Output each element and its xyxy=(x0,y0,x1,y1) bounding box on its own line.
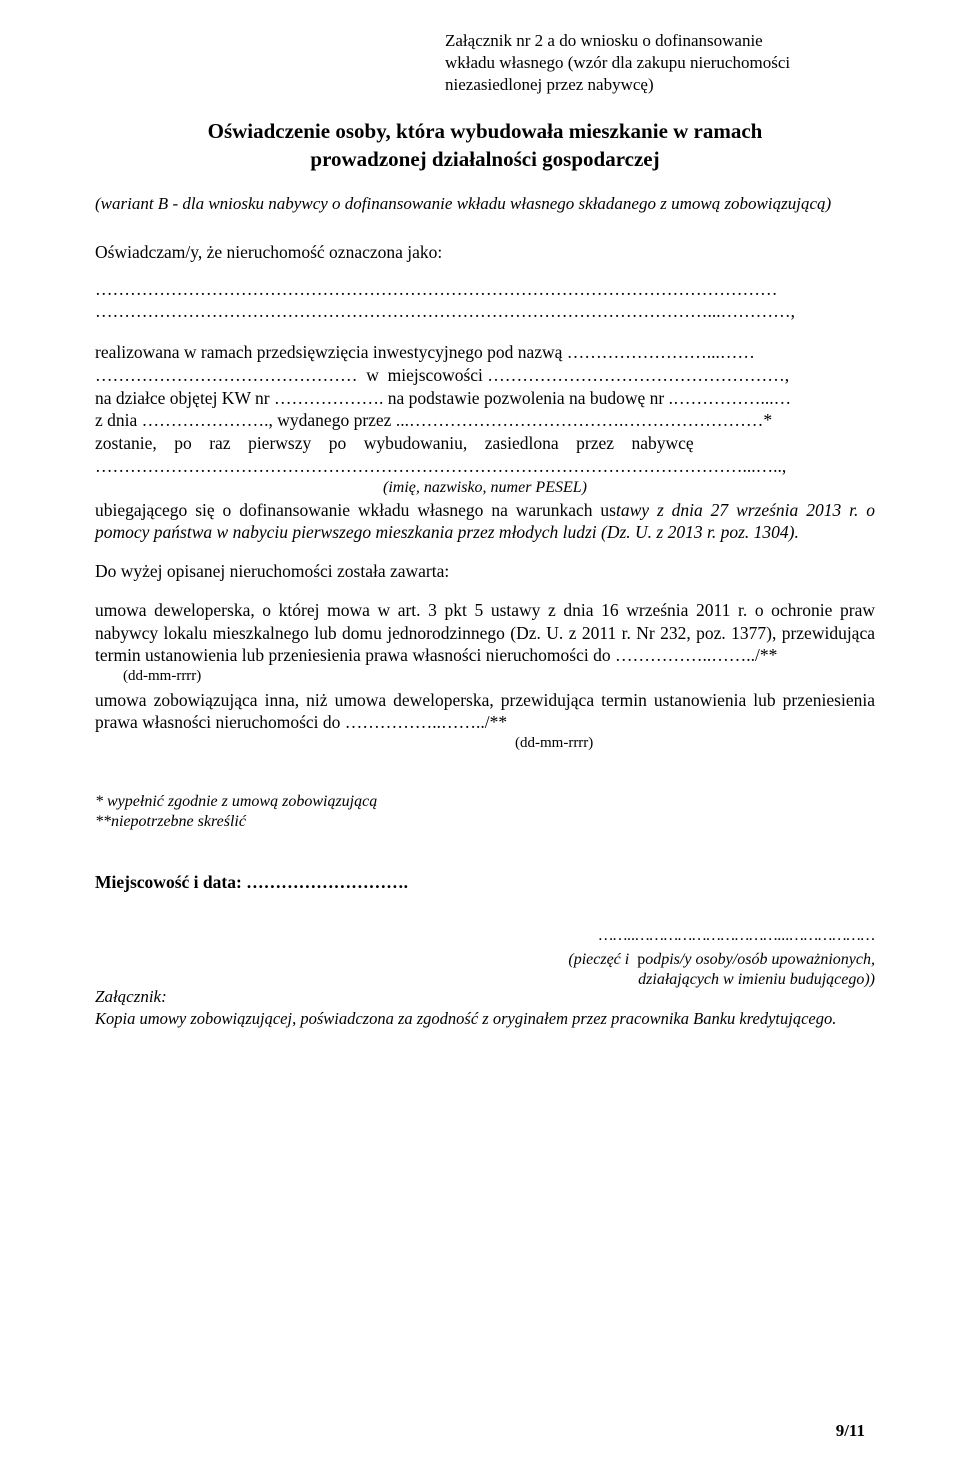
option-paragraph: umowa zobowiązująca inna, niż umowa dewe… xyxy=(95,689,875,735)
text-line: z dnia …………………., wydanego przez ...……………… xyxy=(95,410,772,430)
text-line: realizowana w ramach przedsięwzięcia inw… xyxy=(95,342,755,362)
header-line: wkładu własnego (wzór dla zakupu nieruch… xyxy=(445,52,875,74)
title-line: prowadzonej działalności gospodarczej xyxy=(310,147,659,171)
date-format-note: (dd-mm-rrrr) xyxy=(515,734,875,754)
attachment-text: Kopia umowy zobowiązującej, poświadczona… xyxy=(95,1008,875,1029)
date-format-note: (dd-mm-rrrr) xyxy=(123,667,875,687)
body-paragraph: realizowana w ramach przedsięwzięcia inw… xyxy=(95,341,875,478)
text-line: zostanie, po raz pierwszy po wybudowaniu… xyxy=(95,432,875,455)
sig-text: działających w imieniu budującego) xyxy=(638,971,870,988)
pesel-note: (imię, nazwisko, numer PESEL) xyxy=(95,478,875,499)
signature-caption: (pieczęć i podpis/y osoby/osób upoważnio… xyxy=(95,950,875,990)
place-and-date: Miejscowość i data: ………………………. xyxy=(95,871,875,894)
footnote-line: **niepotrzebne skreślić xyxy=(95,812,875,833)
spread-text: zostanie, po raz pierwszy po wybudowaniu… xyxy=(95,433,694,453)
text-run: ubiegającego się o dofinansowanie wkładu… xyxy=(95,500,616,520)
signature-dots: ……..…………………………...……………… xyxy=(95,926,875,946)
document-title: Oświadczenie osoby, która wybudowała mie… xyxy=(95,118,875,173)
declaration-intro: Oświadczam/y, że nieruchomość oznaczona … xyxy=(95,241,875,264)
section-intro: Do wyżej opisanej nieruchomości została … xyxy=(95,560,875,583)
page-number: 9/11 xyxy=(836,1420,865,1442)
text-line: …………………………………………………………………………………………………...… xyxy=(95,456,786,476)
text-line: na działce objętej KW nr ………………. na pods… xyxy=(95,388,791,408)
blank-lines: ……………………………………………………………………………………………………… … xyxy=(95,278,875,324)
attachment-header: Załącznik nr 2 a do wniosku o dofinansow… xyxy=(445,30,875,96)
header-line: niezasiedlonej przez nabywcę) xyxy=(445,74,875,96)
document-subtitle: (wariant B - dla wniosku nabywcy o dofin… xyxy=(95,193,875,215)
text-line: ……………………………………… w miejscowości ………………………… xyxy=(95,365,789,385)
footnotes: * wypełnić zgodnie z umową zobowiązującą… xyxy=(95,792,875,834)
title-line: Oświadczenie osoby, która wybudowała mie… xyxy=(208,119,763,143)
footnote-line: * wypełnić zgodnie z umową zobowiązującą xyxy=(95,792,875,813)
option-paragraph: umowa deweloperska, o której mowa w art.… xyxy=(95,599,875,667)
body-paragraph: ubiegającego się o dofinansowanie wkładu… xyxy=(95,499,875,545)
header-line: Załącznik nr 2 a do wniosku o dofinansow… xyxy=(445,30,875,52)
sig-text: pieczęć i podpis/y osoby/osób upoważnion… xyxy=(574,951,875,968)
